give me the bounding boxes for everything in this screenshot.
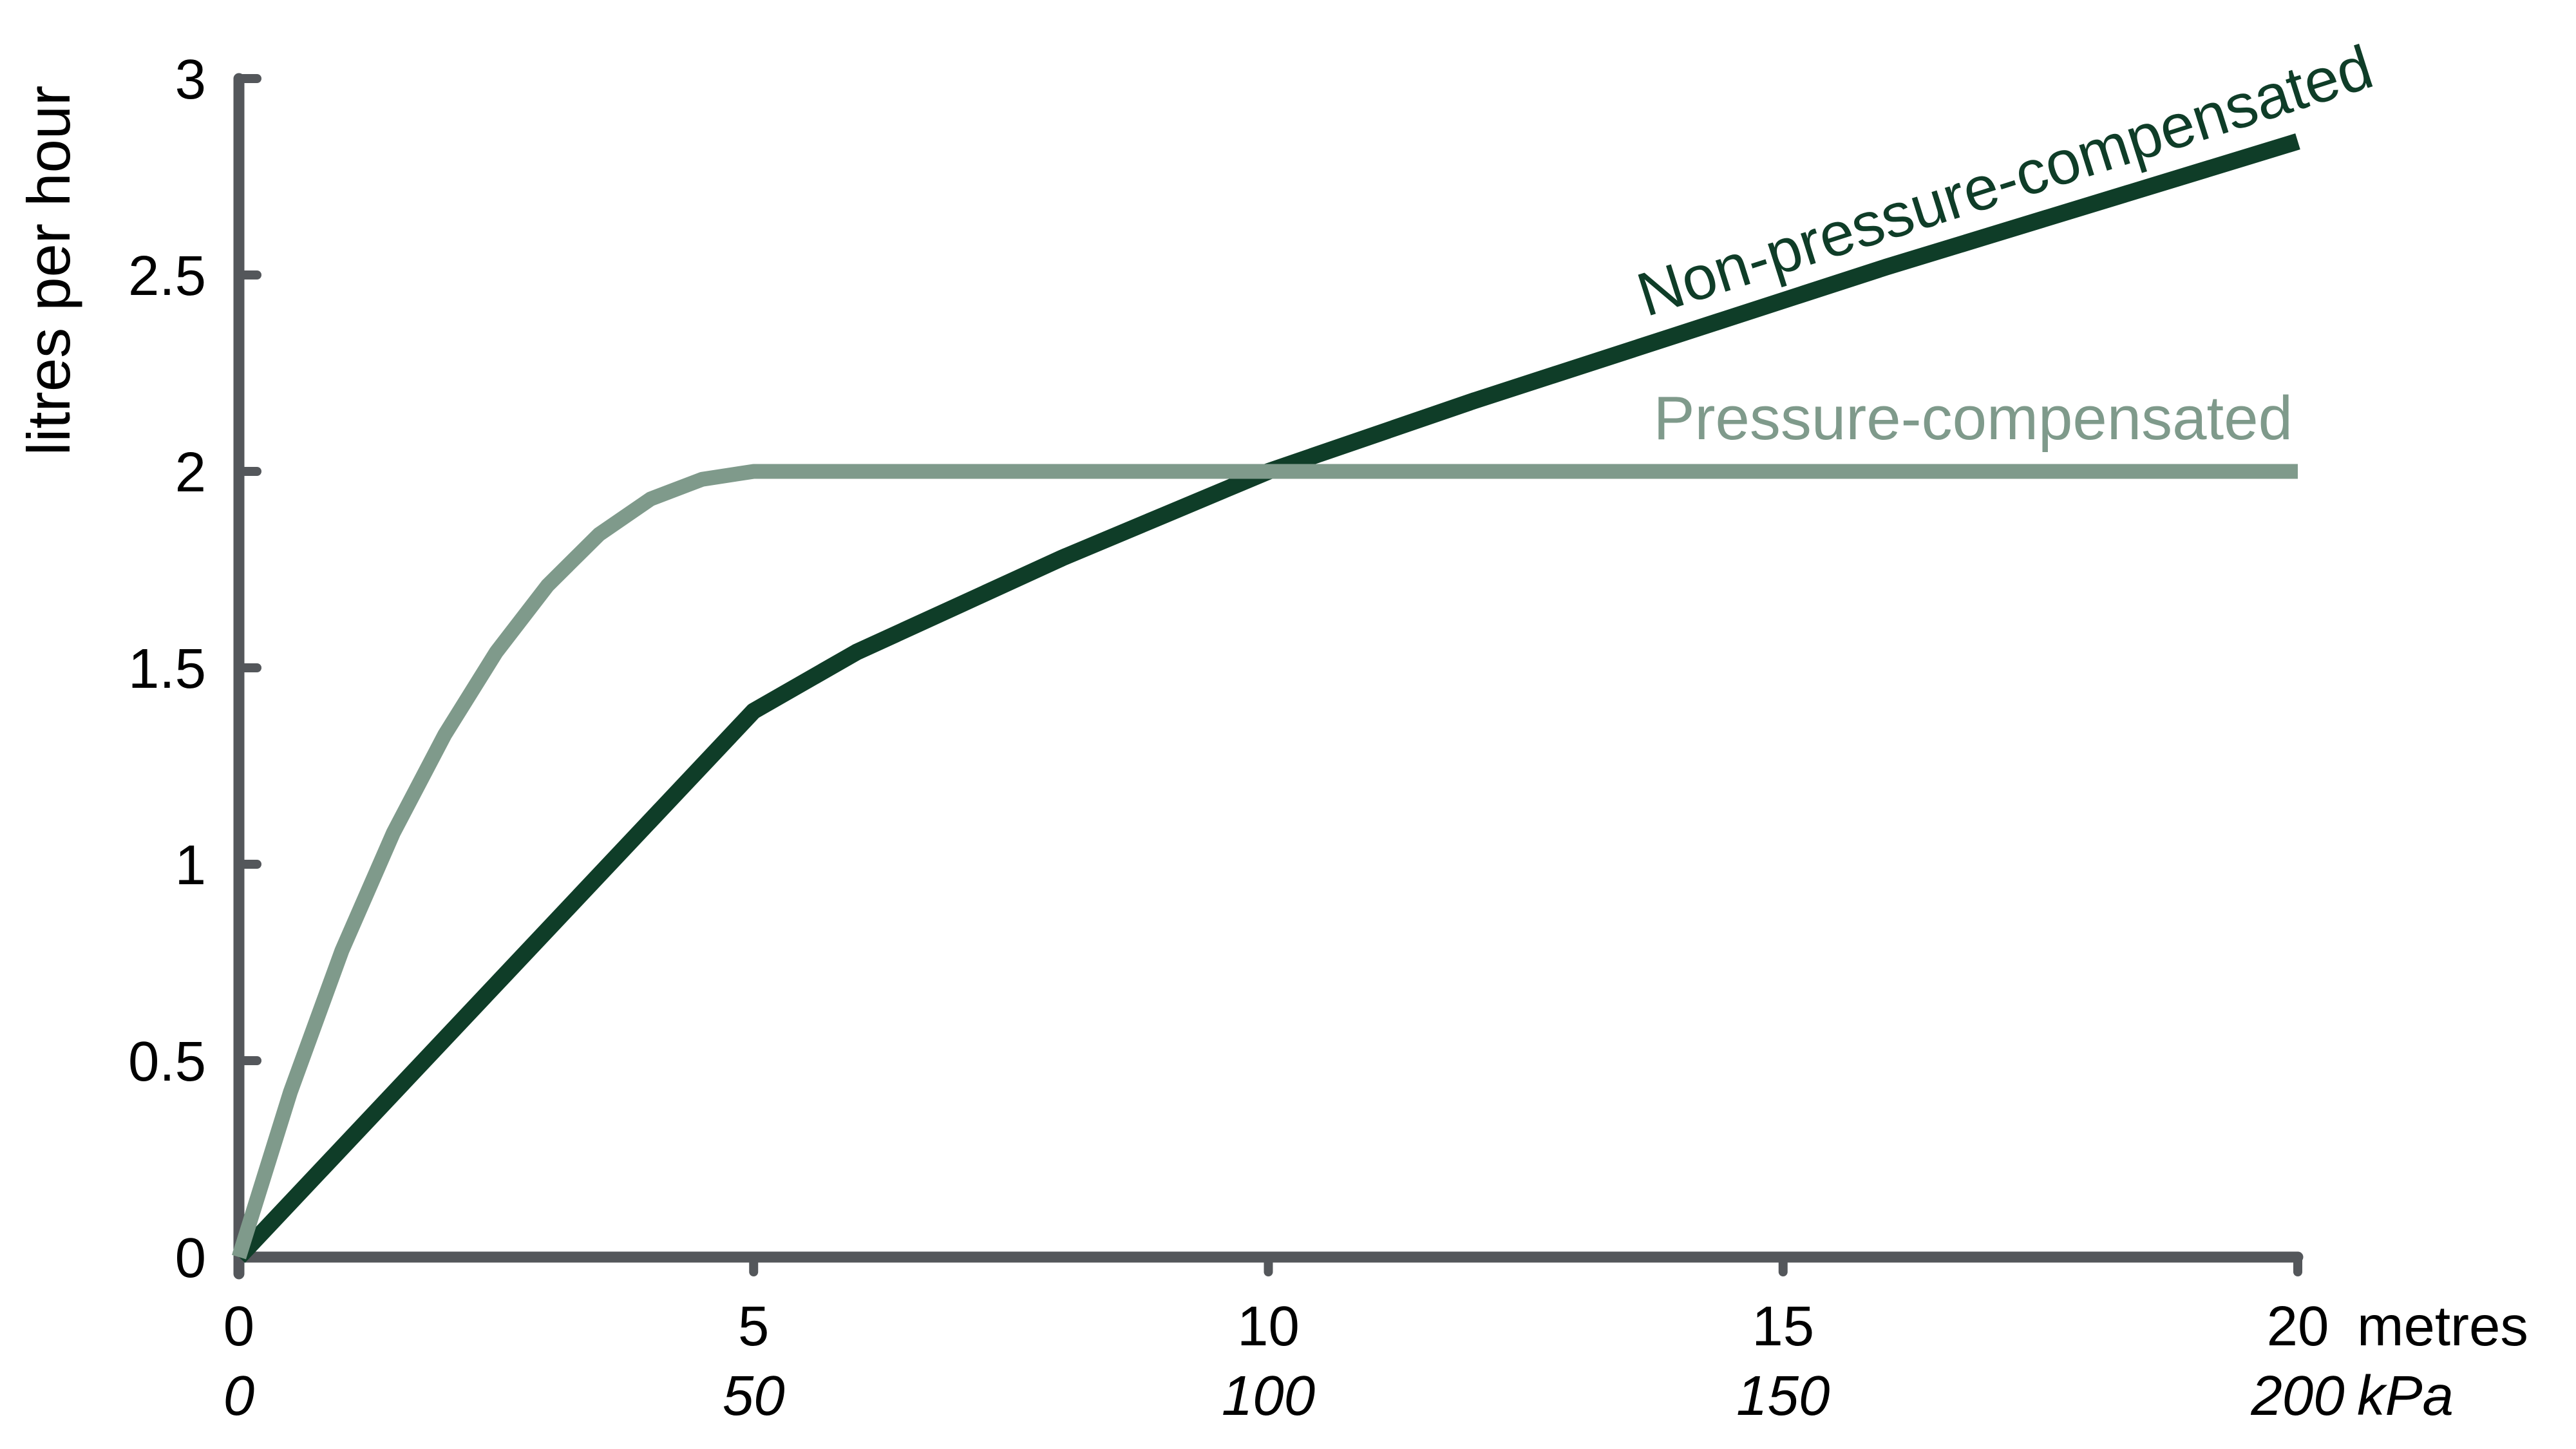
x-tick-label-kpa: 200	[2250, 1365, 2344, 1427]
x-tick-label-metres: 0	[223, 1295, 254, 1358]
x-tick-label-metres: 15	[1752, 1295, 1814, 1358]
y-tick-label: 1	[175, 834, 206, 896]
x-tick-label-kpa: 0	[223, 1365, 254, 1427]
data-series	[232, 133, 2300, 1263]
series-label-pressure-compensated: Pressure-compensated	[1654, 384, 2293, 453]
y-tick-label: 1.5	[128, 638, 206, 700]
x-axis-unit-metres: metres	[2357, 1295, 2528, 1358]
x-axis-unit-kpa: kPa	[2357, 1365, 2454, 1427]
series-label-non-pressure-compensated: Non-pressure-compensated	[1629, 32, 2381, 330]
x-tick-label-kpa: 100	[1222, 1365, 1315, 1427]
y-tick-label: 2.5	[128, 245, 206, 307]
y-tick-label: 2	[175, 441, 206, 504]
y-axis-title: litres per hour	[15, 86, 82, 456]
x-tick-label-metres: 20	[2267, 1295, 2329, 1358]
y-tick-label: 3	[175, 48, 206, 111]
series-line-non-pressure-compensated	[232, 133, 2300, 1263]
series-line-pressure-compensated	[232, 464, 2298, 1260]
y-tick-label: 0	[175, 1227, 206, 1289]
x-tick-label-kpa: 50	[723, 1365, 785, 1427]
x-tick-label-metres: 5	[738, 1295, 769, 1358]
x-tick-label-kpa: 150	[1736, 1365, 1830, 1427]
axis-ticks	[234, 74, 2302, 1276]
y-tick-label: 0.5	[128, 1030, 206, 1093]
axes	[233, 73, 2304, 1280]
x-tick-label-metres: 10	[1237, 1295, 1300, 1358]
